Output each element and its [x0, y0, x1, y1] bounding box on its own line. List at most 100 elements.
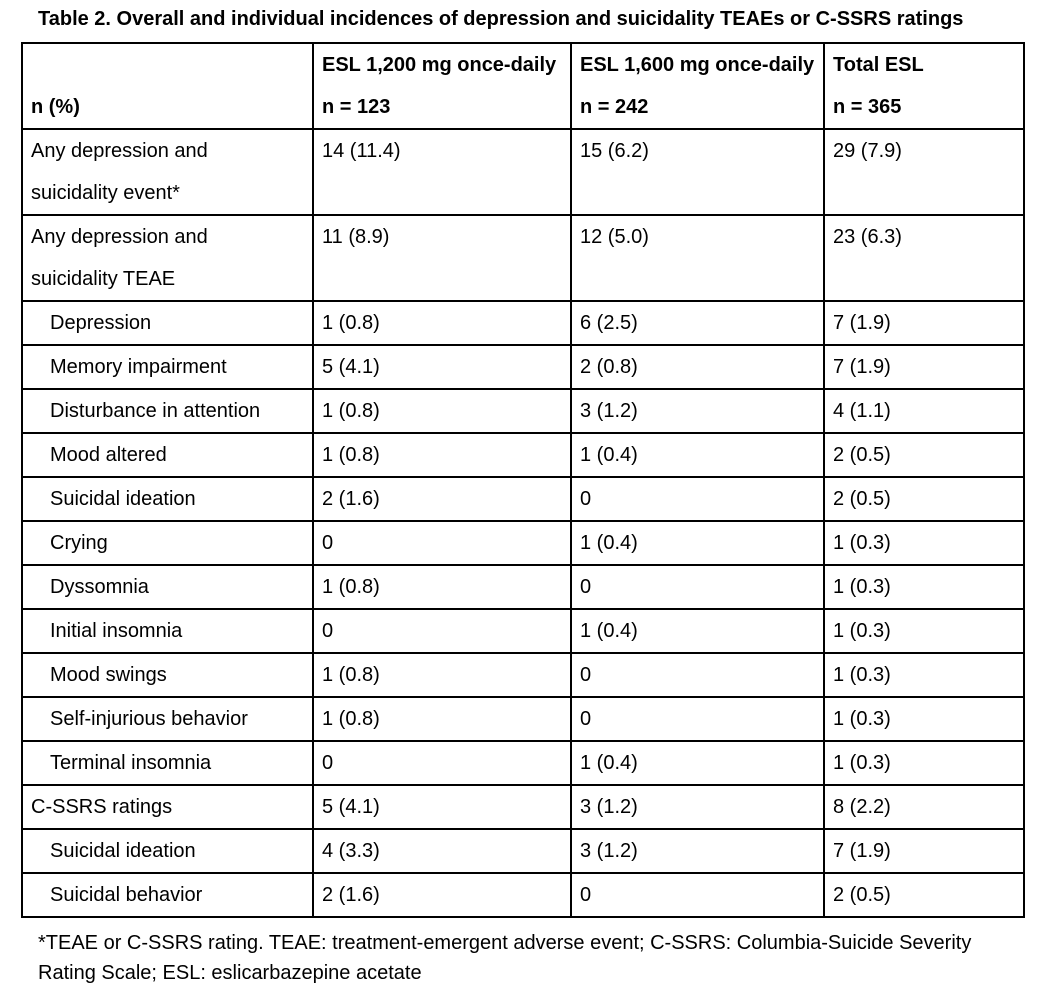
- header-line-2: n = 123: [322, 96, 391, 118]
- row-label-line: Memory impairment: [50, 356, 227, 378]
- value-cell: 4 (3.3): [312, 828, 572, 874]
- header-line-2: n = 242: [580, 96, 649, 118]
- value-cell: 6 (2.5): [570, 300, 825, 346]
- row-label-line: Mood swings: [50, 664, 167, 686]
- value-cell: 1 (0.8): [312, 564, 572, 610]
- row-label-line: suicidality TEAE: [31, 268, 176, 290]
- row-label-cell: Any depression and suicidality event*: [21, 128, 314, 216]
- footnote: *TEAE or C-SSRS rating. TEAE: treatment-…: [38, 928, 1020, 988]
- row-label-line: Depression: [50, 312, 152, 334]
- row-label-line: Suicidal behavior: [50, 884, 203, 906]
- table-row: Any depression and suicidality TEAE 11 (8.…: [21, 214, 1025, 302]
- value-cell: 14 (11.4): [312, 128, 572, 216]
- value-cell: 1 (0.8): [312, 696, 572, 742]
- header-line-1: ESL 1,600 mg once-daily: [580, 54, 815, 76]
- value-cell: 2 (0.5): [823, 872, 1025, 918]
- value-cell: 2 (0.5): [823, 476, 1025, 522]
- value-cell: 1 (0.8): [312, 388, 572, 434]
- row-label-line: Disturbance in attention: [50, 400, 261, 422]
- header-cell-2: ESL 1,200 mg once-daily n = 123: [312, 42, 572, 130]
- value-cell: 4 (1.1): [823, 388, 1025, 434]
- value-cell: 12 (5.0): [570, 214, 825, 302]
- incidence-table: n (%) ESL 1,200 mg once-daily n = 123 ESL 1…: [21, 42, 1025, 918]
- value-cell: 1 (0.4): [570, 432, 825, 478]
- row-label-cell: Mood altered: [21, 432, 314, 478]
- value-cell: 0: [570, 476, 825, 522]
- row-label-line: suicidality event*: [31, 182, 180, 204]
- value-cell: 15 (6.2): [570, 128, 825, 216]
- row-label-cell: Suicidal ideation: [21, 476, 314, 522]
- value-cell: 1 (0.8): [312, 652, 572, 698]
- table-row: Suicidal ideation 4 (3.3) 3 (1.2) 7 (1.9): [21, 828, 1025, 874]
- row-label-line: Dyssomnia: [50, 576, 149, 598]
- table-row: C-SSRS ratings 5 (4.1) 3 (1.2) 8 (2.2): [21, 784, 1025, 830]
- value-cell: 1 (0.8): [312, 432, 572, 478]
- table-header: n (%) ESL 1,200 mg once-daily n = 123 ESL 1…: [21, 42, 1025, 130]
- row-label-cell: Memory impairment: [21, 344, 314, 390]
- value-cell: 0: [570, 872, 825, 918]
- table-title: Table 2. Overall and individual incidenc…: [38, 8, 964, 30]
- row-label-cell: Mood swings: [21, 652, 314, 698]
- value-cell: 23 (6.3): [823, 214, 1025, 302]
- value-cell: 0: [312, 520, 572, 566]
- value-cell: 0: [312, 608, 572, 654]
- header-line-1: Total ESL: [833, 54, 924, 76]
- table-row: Disturbance in attention 1 (0.8) 3 (1.2) 4 …: [21, 388, 1025, 434]
- value-cell: 5 (4.1): [312, 344, 572, 390]
- table-row: Mood swings 1 (0.8) 0 1 (0.3): [21, 652, 1025, 698]
- row-label-cell: Crying: [21, 520, 314, 566]
- header-line-2: n = 365: [833, 96, 902, 118]
- table-row: Any depression and suicidality event* 14 (…: [21, 128, 1025, 216]
- row-label-line: Initial insomnia: [50, 620, 183, 642]
- value-cell: 1 (0.4): [570, 608, 825, 654]
- value-cell: 0: [312, 740, 572, 786]
- row-label-line: Suicidal ideation: [50, 840, 196, 862]
- value-cell: 2 (0.5): [823, 432, 1025, 478]
- table-row: Suicidal behavior 2 (1.6) 0 2 (0.5): [21, 872, 1025, 918]
- table-body: Any depression and suicidality event* 14 (…: [21, 128, 1025, 918]
- row-label-line: Suicidal ideation: [50, 488, 196, 510]
- header-row: n (%) ESL 1,200 mg once-daily n = 123 ESL 1…: [21, 42, 1025, 130]
- row-label-cell: Terminal insomnia: [21, 740, 314, 786]
- value-cell: 3 (1.2): [570, 388, 825, 434]
- header-cell-1: n (%): [21, 42, 314, 130]
- header-line-1: ESL 1,200 mg once-daily: [322, 54, 557, 76]
- value-cell: 1 (0.4): [570, 520, 825, 566]
- table-row: Suicidal ideation 2 (1.6) 0 2 (0.5): [21, 476, 1025, 522]
- table-row: Memory impairment 5 (4.1) 2 (0.8) 7 (1.9): [21, 344, 1025, 390]
- row-label-cell: Self-injurious behavior: [21, 696, 314, 742]
- table-row: Depression 1 (0.8) 6 (2.5) 7 (1.9): [21, 300, 1025, 346]
- header-cell-3: ESL 1,600 mg once-daily n = 242: [570, 42, 825, 130]
- value-cell: 1 (0.3): [823, 564, 1025, 610]
- table-row: Terminal insomnia 0 1 (0.4) 1 (0.3): [21, 740, 1025, 786]
- row-label-cell: Initial insomnia: [21, 608, 314, 654]
- value-cell: 1 (0.3): [823, 608, 1025, 654]
- value-cell: 11 (8.9): [312, 214, 572, 302]
- value-cell: 1 (0.8): [312, 300, 572, 346]
- row-label-cell: C-SSRS ratings: [21, 784, 314, 830]
- row-label-line: Terminal insomnia: [50, 752, 212, 774]
- value-cell: 1 (0.3): [823, 652, 1025, 698]
- value-cell: 7 (1.9): [823, 828, 1025, 874]
- row-label-cell: Disturbance in attention: [21, 388, 314, 434]
- row-label-line: Crying: [50, 532, 108, 554]
- value-cell: 2 (0.8): [570, 344, 825, 390]
- row-label-line: Any depression and: [31, 226, 208, 248]
- value-cell: 0: [570, 652, 825, 698]
- value-cell: 0: [570, 696, 825, 742]
- table-row: Dyssomnia 1 (0.8) 0 1 (0.3): [21, 564, 1025, 610]
- value-cell: 0: [570, 564, 825, 610]
- row-label-cell: Any depression and suicidality TEAE: [21, 214, 314, 302]
- row-label-line: C-SSRS ratings: [31, 796, 173, 818]
- row-label-line: Mood altered: [50, 444, 167, 466]
- row-label-cell: Depression: [21, 300, 314, 346]
- value-cell: 1 (0.3): [823, 696, 1025, 742]
- row-label-cell: Dyssomnia: [21, 564, 314, 610]
- header-cell-4: Total ESL n = 365: [823, 42, 1025, 130]
- value-cell: 2 (1.6): [312, 872, 572, 918]
- table-row: Mood altered 1 (0.8) 1 (0.4) 2 (0.5): [21, 432, 1025, 478]
- header-line-1: [31, 45, 304, 86]
- row-label-cell: Suicidal ideation: [21, 828, 314, 874]
- row-label-line: Any depression and: [31, 140, 208, 162]
